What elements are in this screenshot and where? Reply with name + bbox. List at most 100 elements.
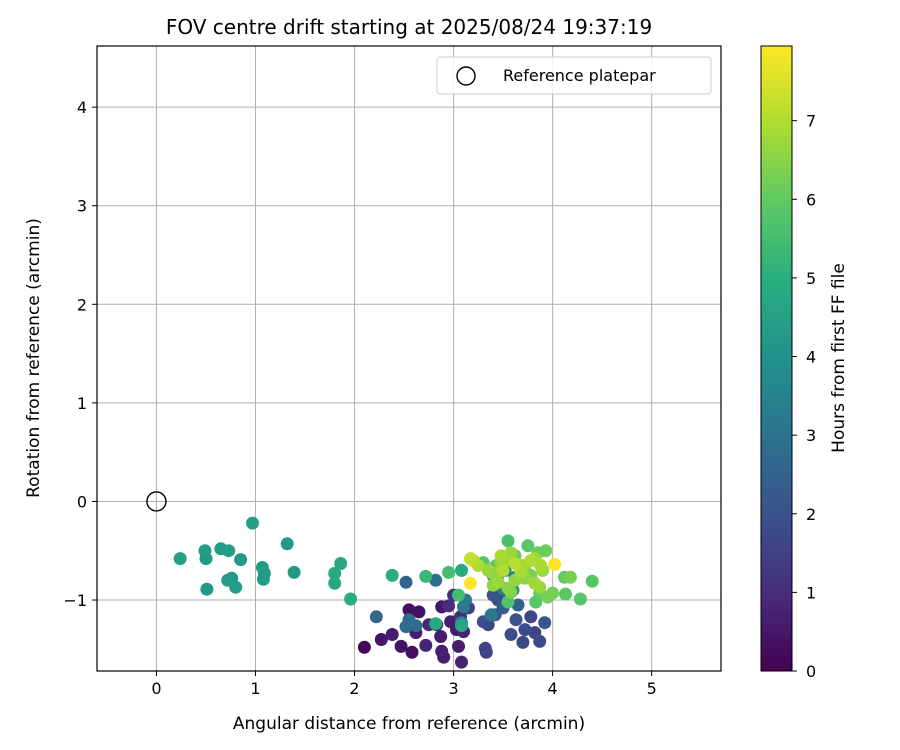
data-point xyxy=(409,619,423,633)
data-point xyxy=(229,580,243,594)
data-point xyxy=(334,557,348,570)
data-point xyxy=(534,559,548,572)
x-tick-label: 0 xyxy=(151,679,161,698)
x-tick-label: 1 xyxy=(250,679,260,698)
data-point xyxy=(455,563,468,577)
data-point xyxy=(478,641,492,655)
data-point xyxy=(222,544,236,558)
data-point xyxy=(455,655,468,669)
legend-box xyxy=(436,56,712,95)
legend-open-circle-marker xyxy=(456,66,476,86)
colorbar-tick-label: 5 xyxy=(806,269,816,288)
data-point xyxy=(486,588,500,602)
legend-entry: Reference platepar xyxy=(503,66,656,85)
data-point xyxy=(511,598,525,612)
data-point xyxy=(419,638,433,652)
data-point xyxy=(528,576,542,590)
data-point xyxy=(442,599,456,613)
y-axis-label: Rotation from reference (arcmin) xyxy=(24,218,44,498)
grid-lines xyxy=(97,46,721,671)
plot-frame xyxy=(96,45,722,672)
colorbar-tick-label: 0 xyxy=(806,662,816,681)
data-point xyxy=(246,516,259,530)
data-point xyxy=(444,615,458,629)
data-point xyxy=(504,628,518,641)
data-points xyxy=(173,516,599,669)
data-point xyxy=(419,569,433,583)
data-point xyxy=(402,603,416,617)
colorbar-tick-label: 6 xyxy=(806,190,816,209)
colorbar-tick-label: 1 xyxy=(806,583,816,602)
data-point xyxy=(524,554,538,568)
data-point xyxy=(559,587,572,601)
data-point xyxy=(394,639,408,653)
data-point xyxy=(524,610,538,624)
data-point xyxy=(518,623,532,637)
colorbar-tick-label: 4 xyxy=(806,348,816,367)
data-point xyxy=(412,605,426,619)
colorbar-ticks: 0 1 2 3 4 5 6 7 xyxy=(792,112,816,681)
data-point xyxy=(256,572,270,586)
colorbar-tick-label: 7 xyxy=(806,112,816,131)
data-point xyxy=(501,595,515,609)
colorbar-tick-label: 2 xyxy=(806,505,816,524)
data-point xyxy=(491,575,505,589)
data-point xyxy=(585,574,599,588)
data-point xyxy=(501,534,515,548)
data-point xyxy=(328,576,342,590)
y-tick-label: 0 xyxy=(77,492,87,511)
y-axis-ticks: −1 0 1 2 3 4 xyxy=(63,98,97,610)
x-tick-label: 2 xyxy=(349,679,359,698)
data-point xyxy=(405,645,419,659)
data-point xyxy=(484,608,498,622)
data-point xyxy=(399,575,413,589)
x-axis-ticks: 0 1 2 3 4 5 xyxy=(151,671,657,698)
data-point xyxy=(344,592,358,606)
y-tick-label: −1 xyxy=(63,591,87,610)
legend: Reference platepar xyxy=(436,56,712,95)
colorbar-label: Hours from first FF file xyxy=(829,263,849,453)
x-tick-label: 3 xyxy=(448,679,458,698)
data-point xyxy=(455,619,468,633)
data-point xyxy=(442,565,456,579)
data-point xyxy=(539,544,553,558)
data-point xyxy=(198,544,212,558)
x-tick-label: 4 xyxy=(548,679,558,698)
data-point xyxy=(255,561,269,574)
data-point xyxy=(573,592,587,606)
data-point xyxy=(328,566,342,580)
data-point xyxy=(516,635,530,649)
data-point xyxy=(173,552,187,566)
data-point xyxy=(457,600,470,614)
y-tick-label: 1 xyxy=(77,394,87,413)
data-point xyxy=(374,633,388,646)
data-point xyxy=(463,552,477,566)
data-point xyxy=(429,617,443,631)
y-tick-label: 2 xyxy=(77,295,87,314)
data-point xyxy=(429,573,443,587)
data-point xyxy=(452,639,465,653)
data-point xyxy=(385,628,399,641)
data-point xyxy=(437,650,451,664)
data-point xyxy=(369,610,383,624)
data-point xyxy=(494,549,508,563)
colorbar: 0 1 2 3 4 5 6 7 Hours from first FF file xyxy=(760,45,849,681)
data-point xyxy=(452,588,465,602)
data-point xyxy=(357,640,371,654)
data-point xyxy=(234,553,248,567)
data-point xyxy=(496,563,510,577)
data-point xyxy=(548,558,562,571)
data-point xyxy=(385,568,399,582)
data-point xyxy=(521,539,535,553)
colorbar-tick-label: 3 xyxy=(806,426,816,445)
data-point xyxy=(541,590,555,604)
data-point xyxy=(434,630,448,643)
reference-platepar-point xyxy=(146,491,167,512)
x-tick-label: 5 xyxy=(647,679,657,698)
data-point xyxy=(538,616,552,630)
data-point xyxy=(280,537,294,551)
data-point xyxy=(509,613,523,627)
y-tick-label: 3 xyxy=(77,197,87,216)
data-point xyxy=(200,582,214,596)
